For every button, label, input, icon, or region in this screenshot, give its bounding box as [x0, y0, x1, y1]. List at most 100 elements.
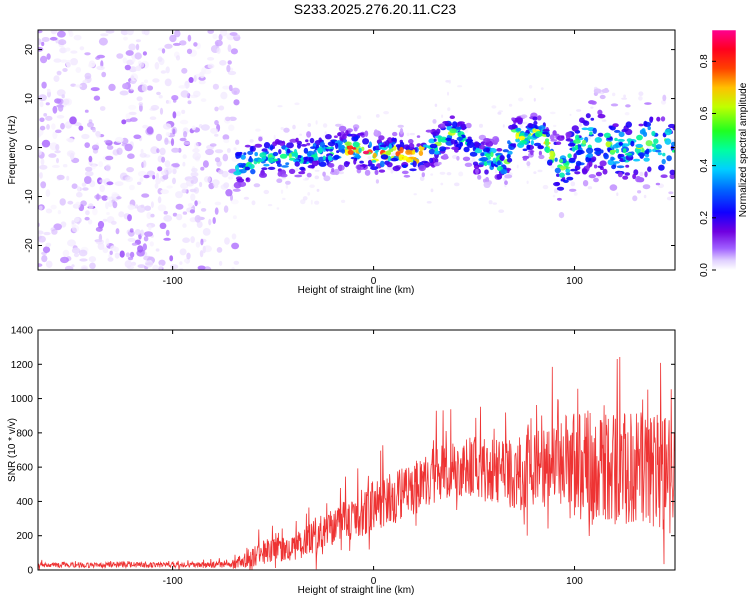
scatter-blob: [660, 99, 667, 105]
signal-blob: [645, 148, 650, 155]
noise-blob: [179, 248, 187, 256]
noise-blob: [172, 111, 177, 119]
signal-blob: [235, 164, 239, 171]
signal-blob: [405, 149, 412, 155]
noise-blob: [85, 171, 94, 177]
noise-blob: [59, 47, 68, 54]
scatter-blob: [526, 180, 529, 184]
signal-blob: [401, 170, 409, 175]
noise-blob: [135, 65, 142, 72]
noise-blob: [134, 52, 142, 60]
noise-blob: [41, 41, 45, 47]
noise-blob: [129, 228, 134, 233]
noise-blob: [41, 139, 51, 148]
noise-blob: [79, 258, 88, 262]
signal-blob: [387, 155, 392, 162]
x-tick-label: -100: [163, 576, 183, 587]
noise-blob: [231, 242, 240, 250]
noise-blob: [76, 191, 83, 198]
noise-blob: [156, 148, 160, 154]
noise-blob: [81, 182, 87, 187]
signal-blob: [298, 171, 306, 175]
signal-blob: [402, 165, 407, 168]
noise-blob: [205, 148, 214, 156]
noise-blob: [154, 183, 159, 189]
noise-blob: [214, 201, 222, 206]
signal-blob: [608, 125, 613, 129]
signal-blob: [399, 128, 404, 135]
signal-blob: [362, 138, 370, 145]
noise-blob: [159, 147, 166, 156]
noise-blob: [181, 109, 186, 114]
signal-blob: [569, 188, 577, 192]
signal-blob: [570, 168, 578, 172]
noise-blob: [198, 80, 206, 85]
colorbar-tick-label: 0.2: [699, 210, 710, 224]
noise-blob: [52, 105, 58, 114]
noise-blob: [62, 68, 68, 72]
noise-blob: [144, 205, 152, 211]
noise-blob: [180, 90, 190, 98]
signal-blob: [333, 135, 338, 138]
signal-blob: [464, 162, 473, 167]
noise-blob: [182, 211, 188, 215]
signal-blob: [500, 156, 505, 162]
signal-blob: [641, 148, 645, 153]
noise-blob: [212, 33, 218, 40]
noise-blob: [41, 37, 50, 42]
noise-blob: [71, 264, 75, 268]
signal-blob: [477, 174, 482, 180]
scatter-blob: [419, 176, 425, 182]
noise-blob: [40, 158, 45, 166]
signal-blob: [278, 149, 282, 155]
signal-blob: [335, 142, 339, 150]
noise-blob: [85, 166, 93, 172]
scatter-blob: [430, 173, 434, 176]
noise-blob: [57, 30, 66, 38]
noise-blob: [127, 237, 136, 242]
noise-blob: [202, 245, 206, 254]
noise-blob: [228, 84, 233, 92]
noise-blob: [67, 239, 76, 247]
signal-blob: [597, 109, 603, 116]
scatter-blob: [441, 114, 444, 118]
signal-blob: [322, 155, 326, 161]
noise-blob: [202, 160, 209, 168]
noise-blob: [77, 185, 81, 192]
signal-blob: [644, 171, 648, 178]
noise-blob: [97, 220, 105, 229]
noise-blob: [60, 122, 65, 130]
noise-blob: [105, 164, 111, 172]
noise-blob: [127, 214, 132, 222]
noise-blob: [199, 181, 203, 188]
noise-blob: [168, 165, 174, 172]
signal-blob: [647, 126, 651, 131]
signal-blob: [532, 116, 538, 121]
signal-blob: [374, 169, 379, 175]
noise-blob: [143, 236, 149, 242]
signal-blob: [643, 120, 648, 127]
signal-blob: [263, 163, 270, 167]
noise-blob: [59, 198, 66, 206]
signal-blob: [474, 148, 483, 154]
signal-blob: [325, 134, 332, 140]
noise-blob: [114, 181, 124, 187]
noise-blob: [175, 203, 184, 210]
noise-blob: [169, 255, 174, 262]
signal-blob: [315, 144, 319, 149]
signal-blob: [392, 131, 398, 137]
signal-blob: [388, 143, 393, 150]
noise-blob: [106, 212, 110, 215]
noise-blob: [212, 217, 216, 224]
noise-blob: [129, 184, 135, 191]
signal-blob: [261, 157, 265, 162]
noise-blob: [75, 201, 81, 209]
noise-blob: [207, 57, 215, 61]
signal-blob: [379, 144, 387, 148]
signal-blob: [235, 151, 242, 157]
noise-blob: [55, 144, 60, 151]
noise-blob: [46, 124, 50, 130]
noise-blob: [126, 30, 134, 36]
noise-blob: [111, 191, 118, 198]
